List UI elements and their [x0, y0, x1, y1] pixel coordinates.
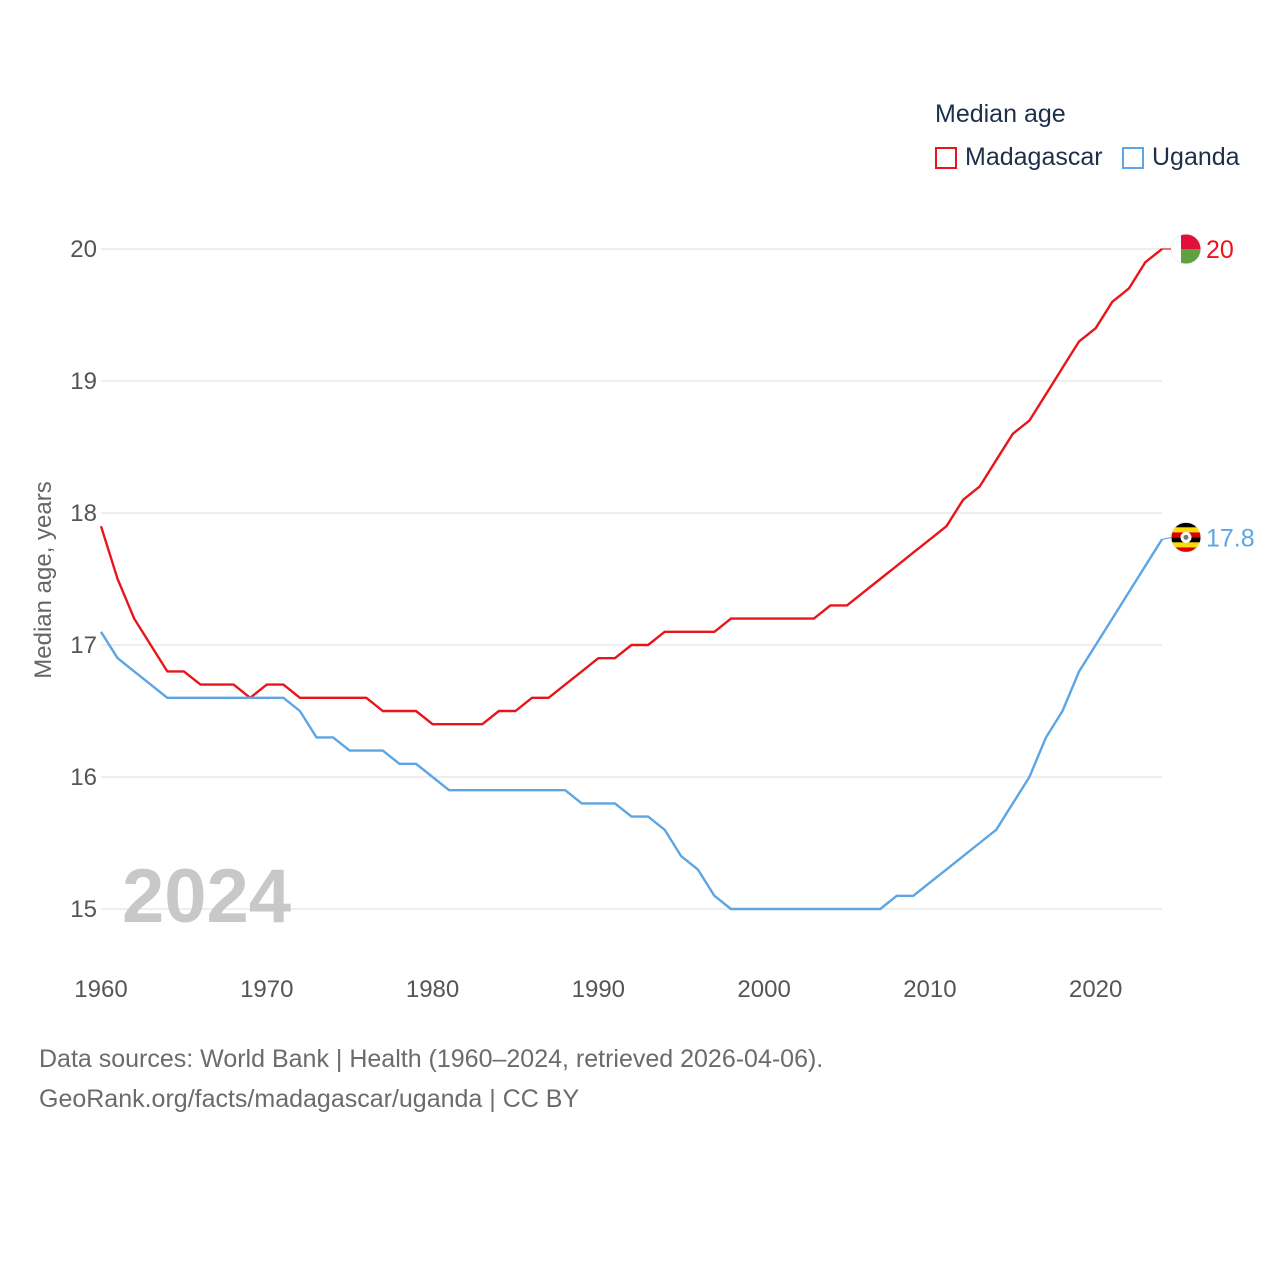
- x-axis-ticks: 1960 1970 1980 1990 2000 2010 2020: [74, 976, 1122, 1003]
- y-tick-label: 19: [70, 368, 97, 395]
- legend-title: Median age: [935, 100, 1066, 128]
- footer-sources: Data sources: World Bank | Health (1960–…: [39, 1045, 824, 1073]
- series-lines: [99, 248, 1164, 911]
- legend-label-uganda: Uganda: [1152, 143, 1240, 171]
- y-tick-label: 17: [70, 632, 97, 659]
- grid-lines: [101, 248, 1162, 910]
- year-watermark: 2024: [122, 854, 291, 939]
- y-axis-ticks: 15 16 17 18 19 20: [70, 236, 97, 923]
- end-markers: 20 17.8: [1161, 233, 1255, 553]
- end-connector-uganda: [1161, 536, 1172, 540]
- x-tick-label: 2010: [903, 976, 956, 1003]
- x-tick-label: 1990: [572, 976, 625, 1003]
- y-tick-label: 20: [70, 236, 97, 263]
- y-tick-label: 16: [70, 764, 97, 791]
- end-value-madagascar: 20: [1206, 236, 1234, 264]
- y-axis-label: Median age, years: [30, 481, 57, 678]
- end-value-uganda: 17.8: [1206, 524, 1255, 552]
- x-tick-label: 1960: [74, 976, 127, 1003]
- legend-item-madagascar[interactable]: Madagascar: [935, 143, 1103, 172]
- flag-uganda-icon: [1170, 521, 1202, 553]
- y-tick-label: 18: [70, 500, 97, 527]
- x-tick-label: 2000: [737, 976, 790, 1003]
- legend-label-madagascar: Madagascar: [965, 143, 1103, 171]
- footer-attribution[interactable]: GeoRank.org/facts/madagascar/uganda | CC…: [39, 1085, 580, 1113]
- legend-swatch-madagascar: [935, 146, 957, 169]
- x-tick-label: 1970: [240, 976, 293, 1003]
- flag-madagascar-icon: [1170, 233, 1202, 265]
- y-tick-label: 15: [70, 896, 97, 923]
- x-tick-label: 2020: [1069, 976, 1122, 1003]
- series-line-madagascar[interactable]: [99, 248, 1163, 726]
- x-tick-label: 1980: [406, 976, 459, 1003]
- legend-swatch-uganda: [1122, 146, 1144, 169]
- legend-item-uganda[interactable]: Uganda: [1122, 143, 1240, 172]
- series-line-uganda[interactable]: [99, 538, 1164, 911]
